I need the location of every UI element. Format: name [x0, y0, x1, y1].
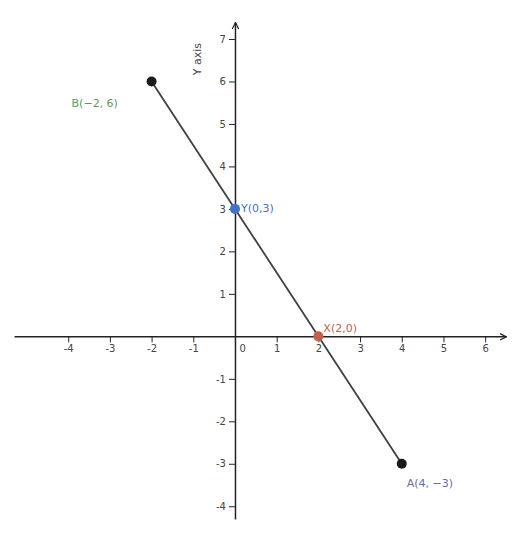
y-tick-mark	[229, 166, 235, 167]
x-tick-mark	[485, 336, 486, 342]
y-tick-mark	[229, 506, 235, 507]
y-tick: -1	[216, 374, 235, 385]
chart-container: -4 -3 -2 -1 0 1 2 3 4 5 6 -4 -3 -2 -1 1 2 3 4 5 6 7 Y axis A(4,…	[0, 0, 530, 533]
y-axis-line	[235, 23, 237, 520]
y-tick-label: -4	[216, 501, 226, 512]
y-tick: 2	[220, 246, 235, 257]
x-tick-label: 1	[274, 343, 280, 354]
y-tick: 4	[220, 161, 235, 172]
y-tick-label: 2	[220, 246, 226, 257]
x-tick-label: -2	[147, 343, 157, 354]
y-tick-label: 3	[220, 204, 226, 215]
y-tick-mark	[229, 39, 235, 40]
plot-area	[147, 76, 407, 468]
point	[313, 331, 323, 341]
point-label: Y(0,3)	[240, 202, 274, 215]
y-tick: -3	[216, 458, 235, 469]
point-label: X(2,0)	[323, 322, 357, 335]
point	[230, 204, 240, 214]
y-tick: 7	[220, 34, 235, 45]
y-tick-label: 5	[220, 119, 226, 130]
x-tick-mark	[193, 336, 194, 342]
y-tick-label: 4	[220, 161, 226, 172]
y-tick-label: 7	[220, 34, 226, 45]
x-tick: 4	[399, 336, 405, 354]
x-tick: 1	[274, 336, 280, 354]
y-tick-mark	[229, 464, 235, 465]
x-axis-line	[15, 336, 507, 338]
x-tick-mark	[68, 336, 69, 342]
y-tick: -2	[216, 416, 235, 427]
x-tick: -1	[189, 336, 199, 354]
y-tick: 5	[220, 119, 235, 130]
x-tick-mark	[277, 336, 278, 342]
x-tick-label: 2	[316, 343, 322, 354]
y-tick-label: 6	[220, 76, 226, 87]
point	[397, 459, 407, 469]
y-axis-title: Y axis	[191, 43, 204, 77]
y-tick-label: -2	[216, 416, 226, 427]
x-tick-label: -1	[189, 343, 199, 354]
x-tick-label: -4	[64, 343, 74, 354]
point-label: B(−2, 6)	[72, 97, 118, 110]
x-tick-mark	[110, 336, 111, 342]
x-tick-label: 5	[441, 343, 447, 354]
y-tick: -4	[216, 501, 235, 512]
y-tick-mark	[229, 379, 235, 380]
x-tick-label: 4	[399, 343, 405, 354]
x-tick-mark	[360, 336, 361, 342]
point-label: A(4, −3)	[407, 477, 453, 490]
x-tick: -3	[105, 336, 115, 354]
x-tick: 0	[235, 336, 245, 354]
y-tick-label: -1	[216, 374, 226, 385]
y-tick-mark	[229, 421, 235, 422]
x-tick-label: 6	[482, 343, 488, 354]
x-tick: 5	[441, 336, 447, 354]
line-segment	[152, 81, 402, 463]
x-tick: 3	[357, 336, 363, 354]
chart: -4 -3 -2 -1 0 1 2 3 4 5 6 -4 -3 -2 -1 1 2 3 4 5 6 7 Y axis A(4,…	[0, 0, 530, 533]
y-tick-mark	[229, 124, 235, 125]
x-tick-label: 0	[239, 343, 245, 354]
y-tick-label: -3	[216, 458, 226, 469]
x-tick: -4	[64, 336, 74, 354]
y-tick-mark	[229, 294, 235, 295]
x-tick-mark	[443, 336, 444, 342]
y-tick: 1	[220, 289, 235, 300]
y-tick-label: 1	[220, 289, 226, 300]
x-tick: 6	[482, 336, 488, 354]
y-tick: 6	[220, 76, 235, 87]
y-tick-mark	[229, 251, 235, 252]
x-tick-mark	[402, 336, 403, 342]
annotations: A(4, −3) B(−2, 6) Y(0,3) X(2,0)	[72, 97, 453, 489]
y-axis: -4 -3 -2 -1 1 2 3 4 5 6 7	[216, 23, 235, 520]
y-tick-mark	[229, 81, 235, 82]
x-tick: -2	[147, 336, 157, 354]
x-tick-label: -3	[105, 343, 115, 354]
x-tick-label: 3	[357, 343, 363, 354]
x-axis: -4 -3 -2 -1 0 1 2 3 4 5 6	[15, 336, 507, 354]
point	[147, 76, 157, 86]
x-tick-mark	[152, 336, 153, 342]
